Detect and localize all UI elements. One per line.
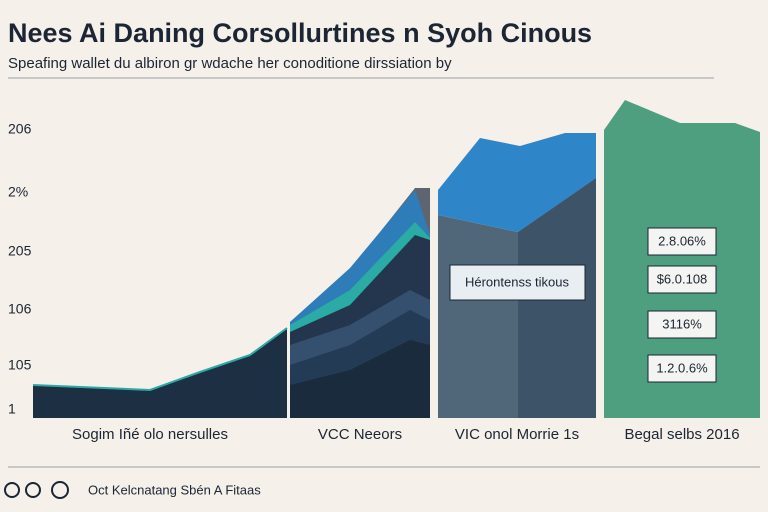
panel-label: Begal selbs 2016 (624, 426, 739, 443)
subtitle: Speafing wallet du albiron gr wdache her… (8, 55, 452, 72)
icon (51, 481, 69, 499)
axis-label: 1 (8, 401, 16, 417)
title: Nees Ai Daning Corsollurtines n Syoh Cin… (8, 18, 592, 48)
value-box (647, 265, 717, 294)
area (438, 133, 596, 232)
value-box (647, 310, 717, 339)
area (33, 328, 287, 418)
label-box (449, 264, 586, 301)
value-box (647, 354, 717, 383)
axis-label: 205 (8, 243, 32, 259)
axis-label: 206 (8, 121, 32, 137)
value-text: 3116% (662, 316, 702, 331)
axis-label: 105 (8, 357, 32, 373)
value-text: 2.8.06% (658, 233, 706, 248)
value-text: $6.0.108 (657, 271, 708, 286)
area-edge (32, 327, 288, 392)
footer-text: Oct Kelcnatang Sbén A Fitaas (88, 482, 261, 497)
axis-label: 106 (8, 301, 32, 317)
area (604, 100, 760, 418)
icon (4, 482, 20, 498)
panel-label: VIC onol Morrie 1s (455, 426, 579, 443)
value-text: 1.2.0.6% (656, 360, 708, 375)
area (290, 340, 430, 418)
axis-label: 2% (8, 184, 28, 200)
value-box (647, 227, 717, 256)
icon (25, 482, 41, 498)
box-text: Hérontenss tikous (465, 274, 570, 289)
panel-label: VCC Neeors (318, 426, 402, 443)
panel-label: Sogim Iñé olo nersulles (72, 426, 228, 443)
